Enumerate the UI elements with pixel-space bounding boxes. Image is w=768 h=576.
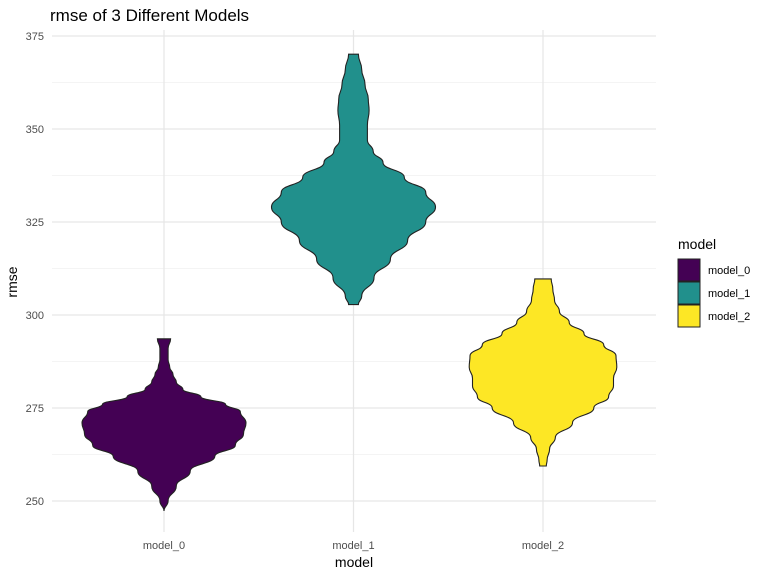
- x-tick-label: model_1: [332, 540, 374, 552]
- legend: model model_0 model_1 model_2: [677, 236, 750, 328]
- y-tick-label: 375: [26, 31, 44, 43]
- x-axis-ticks: model_0 model_1 model_2: [143, 540, 564, 552]
- violin-model-2: [468, 278, 618, 467]
- legend-title: model: [678, 236, 716, 252]
- legend-label-model-2: model_2: [708, 311, 750, 323]
- x-axis-title: model: [335, 554, 373, 570]
- y-tick-label: 300: [26, 310, 44, 322]
- legend-label-model-1: model_1: [708, 288, 750, 300]
- x-tick-label: model_0: [143, 540, 185, 552]
- y-tick-label: 250: [26, 496, 44, 508]
- legend-key-model-2: [677, 304, 701, 328]
- y-tick-label: 275: [26, 403, 44, 415]
- legend-label-model-0: model_0: [708, 265, 750, 277]
- x-tick-label: model_2: [522, 540, 564, 552]
- y-axis-ticks: 250 275 300 325 350 375: [26, 31, 44, 508]
- violin-model-1: [270, 53, 437, 306]
- y-axis-title: rmse: [4, 266, 20, 297]
- violins: [81, 53, 618, 512]
- y-tick-label: 325: [26, 217, 44, 229]
- y-tick-label: 350: [26, 124, 44, 136]
- legend-key-model-0: [677, 258, 701, 282]
- violin-model-0: [81, 338, 247, 512]
- legend-key-model-1: [677, 281, 701, 305]
- chart-title: rmse of 3 Different Models: [50, 6, 249, 25]
